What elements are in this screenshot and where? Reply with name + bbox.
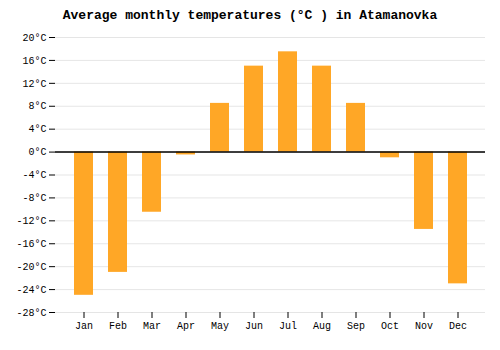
svg-text:-28°C: -28°C	[16, 308, 46, 319]
html-text:Average monthly temperatures (: Average monthly temperatures (°C ) in At…	[62, 8, 438, 23]
svg-text:20°C: 20°C	[22, 33, 46, 44]
svg-text:8°C: 8°C	[28, 101, 46, 112]
svg-text:12°C: 12°C	[22, 79, 46, 90]
svg-text:Feb: Feb	[109, 321, 127, 332]
svg-text:Aug: Aug	[313, 321, 331, 332]
svg-text:16°C: 16°C	[22, 56, 46, 67]
svg-text:Dec: Dec	[449, 321, 467, 332]
svg-text:May: May	[211, 321, 229, 332]
svg-text:Jul: Jul	[279, 321, 297, 332]
svg-text:Mar: Mar	[143, 321, 161, 332]
svg-text:4°C: 4°C	[28, 124, 46, 135]
svg-text:0°C: 0°C	[28, 147, 46, 158]
svg-text:Apr: Apr	[177, 321, 195, 332]
svg-text:-12°C: -12°C	[16, 216, 46, 227]
svg-text:Nov: Nov	[415, 321, 433, 332]
svg-text:-4°C: -4°C	[22, 170, 46, 181]
svg-text:Jun: Jun	[245, 321, 263, 332]
svg-text:-8°C: -8°C	[22, 193, 46, 204]
svg-text:Oct: Oct	[381, 321, 399, 332]
svg-text:-20°C: -20°C	[16, 262, 46, 273]
svg-text:Sep: Sep	[347, 321, 365, 332]
svg-text:-16°C: -16°C	[16, 239, 46, 250]
svg-text:Jan: Jan	[75, 321, 93, 332]
svg-text:-24°C: -24°C	[16, 285, 46, 296]
